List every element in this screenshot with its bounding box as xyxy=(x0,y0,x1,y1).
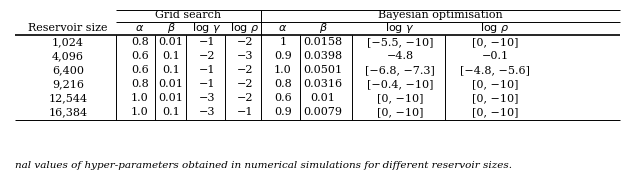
Text: 0.9: 0.9 xyxy=(274,107,292,117)
Text: 0.6: 0.6 xyxy=(131,51,149,61)
Text: 0.0398: 0.0398 xyxy=(303,51,342,61)
Text: −0.1: −0.1 xyxy=(481,51,509,61)
Text: $\alpha$: $\alpha$ xyxy=(136,23,145,33)
Text: −3: −3 xyxy=(199,107,215,117)
Text: 6,400: 6,400 xyxy=(52,65,84,75)
Text: −1: −1 xyxy=(199,79,215,89)
Text: $\beta$: $\beta$ xyxy=(166,21,175,35)
Text: [−6.8, −7.3]: [−6.8, −7.3] xyxy=(365,65,435,75)
Text: $\beta$: $\beta$ xyxy=(319,21,328,35)
Text: 0.01: 0.01 xyxy=(159,37,184,47)
Text: −4.8: −4.8 xyxy=(387,51,413,61)
Text: [0, −10]: [0, −10] xyxy=(377,93,423,103)
Text: 16,384: 16,384 xyxy=(49,107,88,117)
Text: 1: 1 xyxy=(280,37,287,47)
Text: [−0.4, −10]: [−0.4, −10] xyxy=(367,79,433,89)
Text: 0.0501: 0.0501 xyxy=(303,65,342,75)
Text: 0.01: 0.01 xyxy=(159,79,184,89)
Text: 0.0158: 0.0158 xyxy=(303,37,342,47)
Text: −1: −1 xyxy=(237,107,253,117)
Text: 0.6: 0.6 xyxy=(274,93,292,103)
Text: 0.8: 0.8 xyxy=(274,79,292,89)
Text: 0.0079: 0.0079 xyxy=(303,107,342,117)
Text: −2: −2 xyxy=(237,93,253,103)
Text: $\log\,\rho$: $\log\,\rho$ xyxy=(480,21,509,35)
Text: 4,096: 4,096 xyxy=(52,51,84,61)
Text: 0.01: 0.01 xyxy=(310,93,335,103)
Text: 9,216: 9,216 xyxy=(52,79,84,89)
Text: 0.1: 0.1 xyxy=(162,107,180,117)
Text: 0.0316: 0.0316 xyxy=(303,79,342,89)
Text: Grid search: Grid search xyxy=(156,10,221,20)
Text: $\alpha$: $\alpha$ xyxy=(278,23,287,33)
Text: 0.6: 0.6 xyxy=(131,65,149,75)
Text: nal values of hyper-parameters obtained in numerical simulations for different r: nal values of hyper-parameters obtained … xyxy=(15,162,512,170)
Text: Reservoir size: Reservoir size xyxy=(28,23,108,33)
Text: −3: −3 xyxy=(199,93,215,103)
Text: 12,544: 12,544 xyxy=(49,93,88,103)
Text: −3: −3 xyxy=(237,51,253,61)
Text: 0.01: 0.01 xyxy=(159,93,184,103)
Text: $\log\,\gamma$: $\log\,\gamma$ xyxy=(385,21,415,35)
Text: Bayesian optimisation: Bayesian optimisation xyxy=(378,10,503,20)
Text: [0, −10]: [0, −10] xyxy=(472,37,518,47)
Text: 1.0: 1.0 xyxy=(131,107,149,117)
Text: [0, −10]: [0, −10] xyxy=(472,79,518,89)
Text: [0, −10]: [0, −10] xyxy=(377,107,423,117)
Text: [0, −10]: [0, −10] xyxy=(472,107,518,117)
Text: 0.9: 0.9 xyxy=(274,51,292,61)
Text: 0.8: 0.8 xyxy=(131,79,149,89)
Text: −2: −2 xyxy=(237,79,253,89)
Text: 0.8: 0.8 xyxy=(131,37,149,47)
Text: $\log\,\rho$: $\log\,\rho$ xyxy=(230,21,260,35)
Text: 0.1: 0.1 xyxy=(162,51,180,61)
Text: $\log\,\gamma$: $\log\,\gamma$ xyxy=(192,21,222,35)
Text: 0.1: 0.1 xyxy=(162,65,180,75)
Text: 1.0: 1.0 xyxy=(274,65,292,75)
Text: [0, −10]: [0, −10] xyxy=(472,93,518,103)
Text: −1: −1 xyxy=(199,65,215,75)
Text: [−4.8, −5.6]: [−4.8, −5.6] xyxy=(460,65,530,75)
Text: [−5.5, −10]: [−5.5, −10] xyxy=(367,37,433,47)
Text: −2: −2 xyxy=(237,37,253,47)
Text: −1: −1 xyxy=(199,37,215,47)
Text: 1.0: 1.0 xyxy=(131,93,149,103)
Text: −2: −2 xyxy=(237,65,253,75)
Text: 1,024: 1,024 xyxy=(52,37,84,47)
Text: −2: −2 xyxy=(199,51,215,61)
